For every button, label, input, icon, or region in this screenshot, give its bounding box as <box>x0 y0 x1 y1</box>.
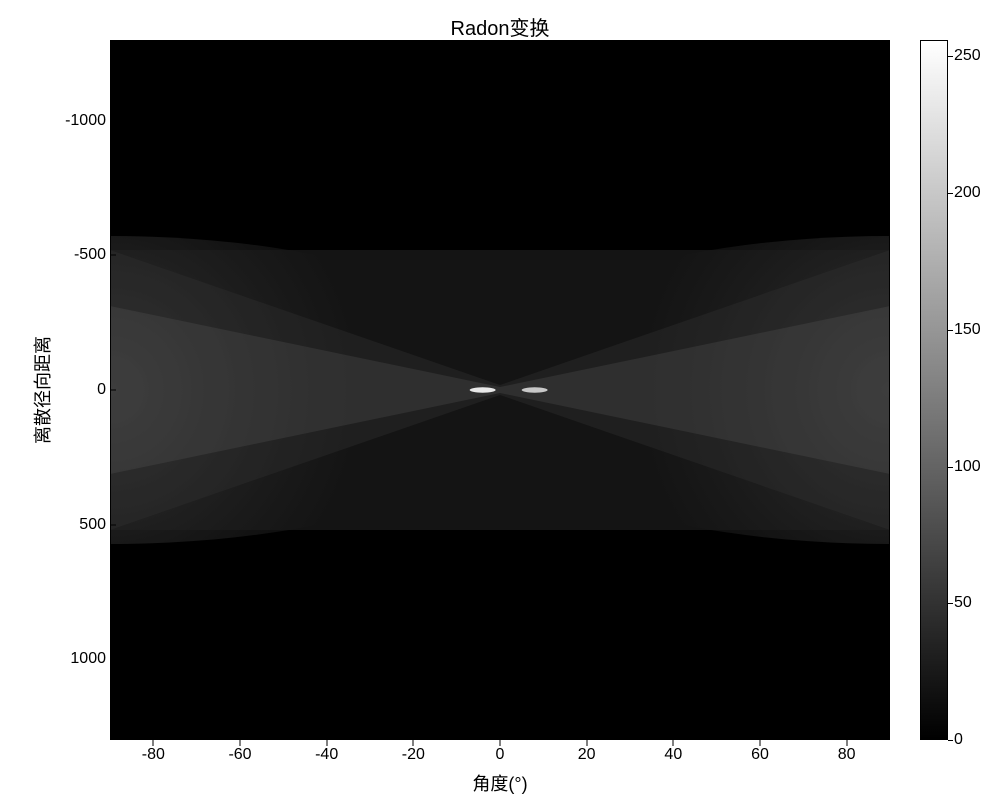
figure: Radon变换 离散径向距离 角度(°) -1000-50005001000-8… <box>0 0 1000 800</box>
x-tick-mark <box>586 740 587 746</box>
x-tick-label: 20 <box>578 746 596 764</box>
x-tick-mark <box>760 740 761 746</box>
x-tick-label: 60 <box>751 746 769 764</box>
colorbar-tick-label: 50 <box>954 594 972 612</box>
heatmap-hotspot <box>470 387 496 392</box>
colorbar-tick-label: 150 <box>954 321 981 339</box>
y-tick-label: -500 <box>74 246 106 264</box>
x-tick-label: -40 <box>315 746 338 764</box>
colorbar-tick-mark <box>948 740 953 741</box>
y-tick-label: 1000 <box>70 650 106 668</box>
colorbar-tick-mark <box>948 467 953 468</box>
heatmap-hotspot <box>522 387 548 392</box>
y-axis-label: 离散径向距离 <box>29 336 55 444</box>
colorbar-tick-label: 250 <box>954 47 981 65</box>
colorbar <box>920 40 948 740</box>
x-tick-mark <box>326 740 327 746</box>
y-tick-label: 0 <box>97 381 106 399</box>
x-tick-mark <box>413 740 414 746</box>
y-tick-mark <box>110 390 116 391</box>
x-tick-label: 40 <box>664 746 682 764</box>
x-tick-label: -60 <box>228 746 251 764</box>
x-tick-mark <box>500 740 501 746</box>
colorbar-tick-label: 200 <box>954 184 981 202</box>
y-tick-label: -1000 <box>65 112 106 130</box>
x-tick-label: 0 <box>496 746 505 764</box>
x-tick-mark <box>153 740 154 746</box>
colorbar-tick-mark <box>948 330 953 331</box>
x-tick-mark <box>240 740 241 746</box>
plot-area <box>110 40 890 740</box>
colorbar-tick-mark <box>948 56 953 57</box>
plot-title: Radon变换 <box>0 12 1000 41</box>
colorbar-tick-mark <box>948 193 953 194</box>
y-tick-mark <box>110 659 116 660</box>
y-tick-mark <box>110 255 116 256</box>
x-tick-label: 80 <box>838 746 856 764</box>
y-tick-mark <box>110 120 116 121</box>
y-tick-label: 500 <box>79 516 106 534</box>
colorbar-tick-label: 0 <box>954 731 963 749</box>
x-tick-mark <box>846 740 847 746</box>
heatmap-svg <box>110 40 890 740</box>
colorbar-tick-label: 100 <box>954 458 981 476</box>
y-tick-mark <box>110 524 116 525</box>
x-tick-label: -80 <box>142 746 165 764</box>
x-tick-label: -20 <box>402 746 425 764</box>
x-tick-mark <box>673 740 674 746</box>
colorbar-tick-mark <box>948 603 953 604</box>
x-axis-label: 角度(°) <box>472 770 527 796</box>
